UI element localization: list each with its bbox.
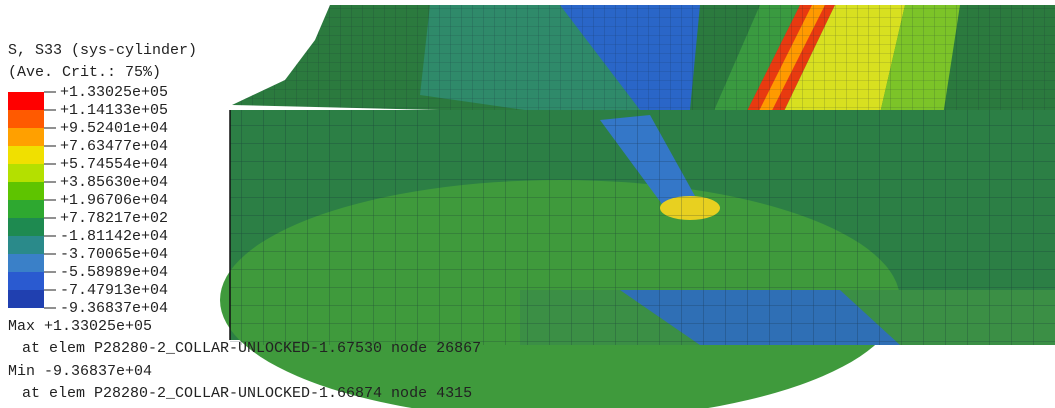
legend-label: -9.36837e+04 (60, 300, 168, 317)
plot-title: S, S33 (sys-cylinder) (8, 42, 197, 59)
legend-label: -3.70065e+04 (60, 246, 168, 263)
legend: +1.33025e+05+1.14133e+05+9.52401e+04+7.6… (44, 84, 168, 317)
legend-label: +1.96706e+04 (60, 192, 168, 209)
max-value: Max +1.33025e+05 (8, 318, 152, 335)
legend-label: +1.33025e+05 (60, 84, 168, 101)
plot-subtitle: (Ave. Crit.: 75%) (8, 64, 161, 81)
min-value: Min -9.36837e+04 (8, 363, 152, 380)
legend-label: -7.47913e+04 (60, 282, 168, 299)
color-bar (8, 92, 44, 308)
contour-plot: S, S33 (sys-cylinder) (Ave. Crit.: 75%) … (0, 0, 1055, 408)
legend-label: -5.58989e+04 (60, 264, 168, 281)
legend-label: +7.63477e+04 (60, 138, 168, 155)
min-location: at elem P28280-2_COLLAR-UNLOCKED-1.66874… (22, 385, 472, 402)
legend-label: +3.85630e+04 (60, 174, 168, 191)
legend-label: -1.81142e+04 (60, 228, 168, 245)
legend-label: +1.14133e+05 (60, 102, 168, 119)
legend-label: +9.52401e+04 (60, 120, 168, 137)
legend-label: +7.78217e+02 (60, 210, 168, 227)
max-location: at elem P28280-2_COLLAR-UNLOCKED-1.67530… (22, 340, 481, 357)
legend-label: +5.74554e+04 (60, 156, 168, 173)
